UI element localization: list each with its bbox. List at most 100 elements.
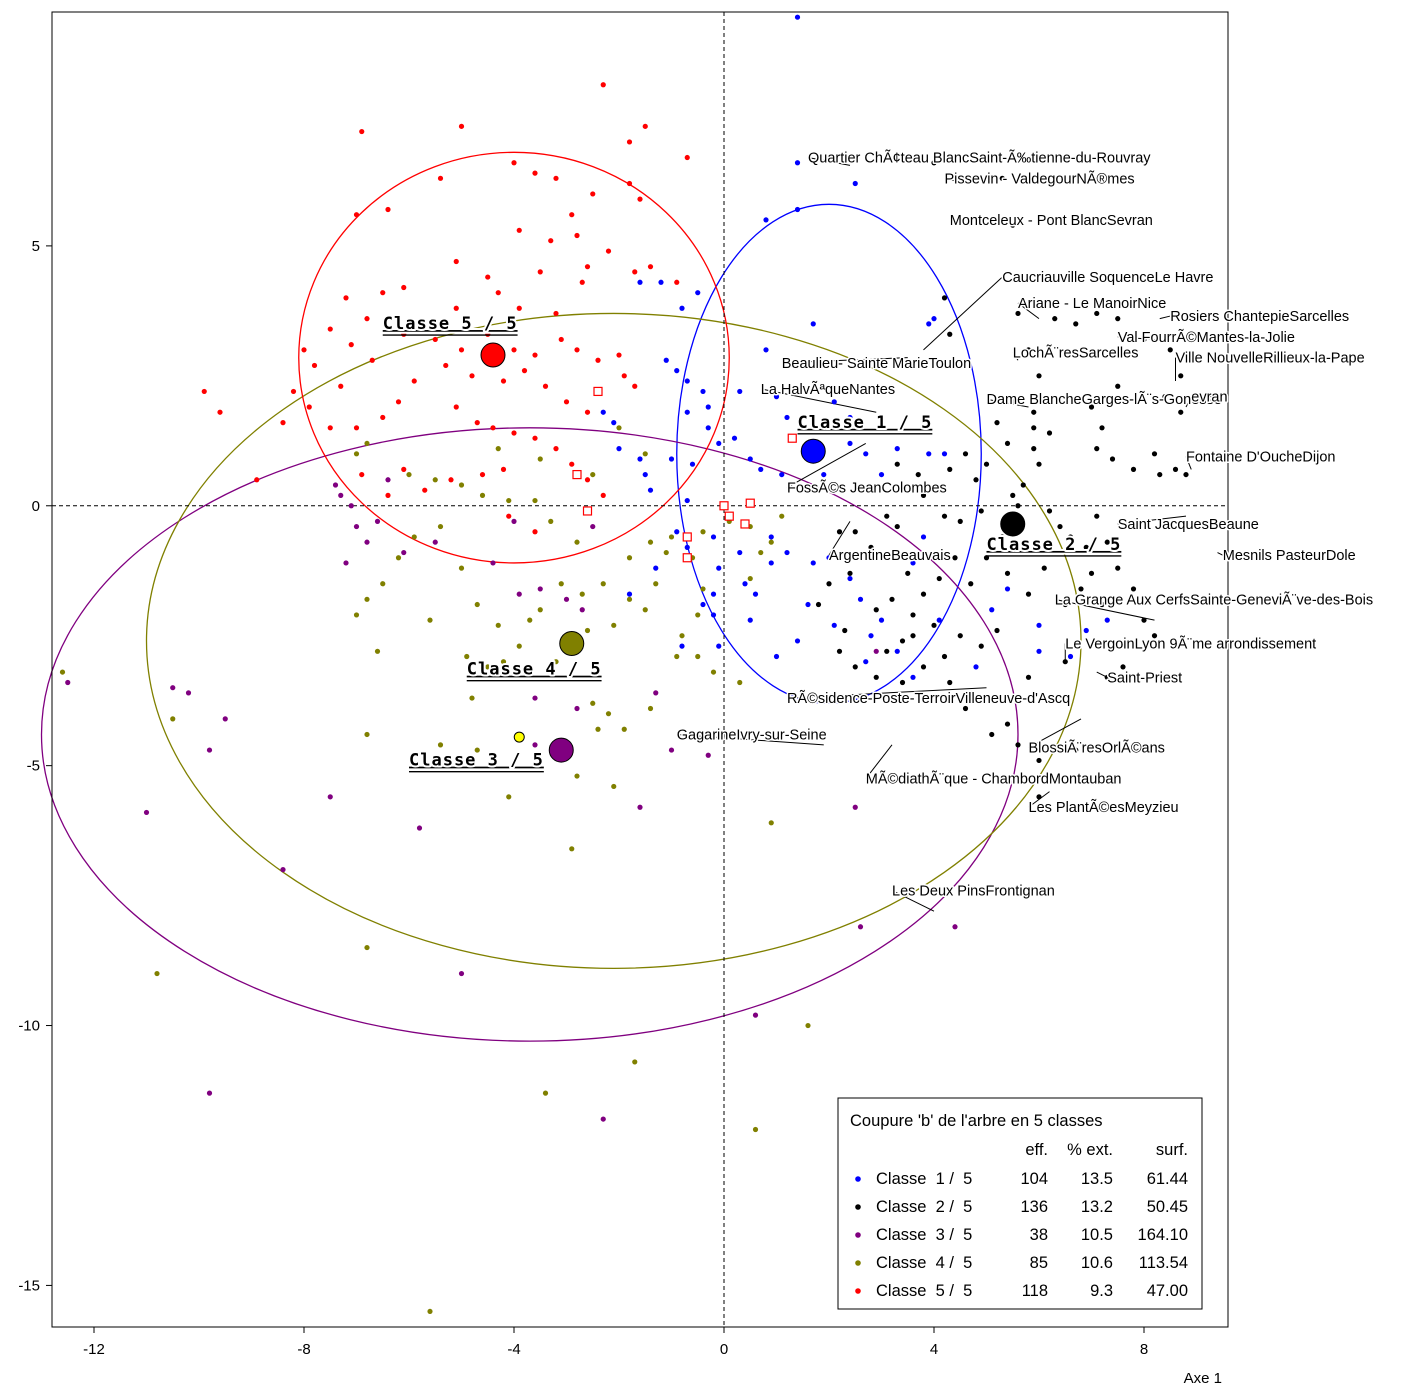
- data-point: [532, 497, 538, 504]
- data-point: [611, 783, 617, 790]
- data-point: [411, 378, 417, 384]
- data-point: [511, 347, 517, 353]
- data-point: [747, 617, 753, 623]
- data-point: [201, 388, 207, 395]
- data-point: [1178, 373, 1184, 379]
- data-point: [1162, 394, 1168, 400]
- annotation-label: Les PlantÃ©esMeyzieu: [1029, 799, 1179, 816]
- data-point: [616, 425, 622, 431]
- data-point: [574, 773, 580, 779]
- open-square-point: [593, 386, 603, 397]
- data-point: [863, 451, 869, 457]
- data-point: [905, 570, 911, 576]
- data-point: [899, 638, 906, 644]
- data-point: [516, 227, 522, 233]
- data-point: [1178, 409, 1184, 415]
- data-point: [637, 804, 643, 810]
- data-point: [532, 170, 538, 176]
- data-point: [1031, 425, 1037, 431]
- annotation-leader: [807, 157, 851, 166]
- data-point: [716, 440, 722, 447]
- data-point: [448, 477, 454, 483]
- data-point: [842, 627, 848, 634]
- legend-marker: [855, 1288, 861, 1294]
- data-point: [600, 1116, 606, 1122]
- data-point: [926, 321, 932, 327]
- data-point: [941, 451, 948, 457]
- legend-value: 13.5: [1081, 1170, 1113, 1188]
- data-point: [878, 471, 885, 478]
- data-point: [1115, 383, 1121, 389]
- data-point: [695, 612, 701, 618]
- data-point: [395, 399, 402, 405]
- x-tick-label: -8: [297, 1341, 310, 1358]
- data-point: [353, 425, 360, 431]
- data-point: [1083, 544, 1089, 550]
- annotation-leader: [786, 442, 866, 489]
- data-point: [1115, 316, 1121, 322]
- data-point: [626, 591, 633, 597]
- data-point: [569, 846, 575, 852]
- open-square-point: [682, 532, 692, 542]
- data-point: [863, 659, 869, 665]
- data-point: [716, 565, 722, 571]
- centroid-label: Classe 3 / 5: [409, 751, 544, 771]
- data-point: [1025, 591, 1032, 597]
- data-point: [989, 695, 995, 701]
- annotation-leader: [1017, 302, 1040, 320]
- annotation-leader: [949, 219, 971, 226]
- data-point: [705, 404, 711, 410]
- data-point: [590, 191, 596, 197]
- class-ellipse: [298, 151, 730, 564]
- data-point: [395, 555, 402, 561]
- data-point: [705, 752, 711, 758]
- data-point: [495, 446, 501, 452]
- data-point: [794, 206, 801, 213]
- data-point: [999, 534, 1005, 540]
- data-point: [374, 648, 381, 654]
- open-square-point: [719, 501, 729, 511]
- data-point: [1151, 451, 1158, 457]
- annotation-label: Fontaine D'OucheDijon: [1186, 449, 1335, 465]
- data-point: [994, 627, 1000, 634]
- data-point: [1010, 492, 1016, 498]
- centroid-label: Classe 1 / 5: [798, 413, 933, 433]
- data-point: [878, 617, 885, 623]
- data-point: [647, 487, 654, 493]
- data-point: [705, 425, 711, 431]
- data-point: [983, 461, 990, 467]
- data-point: [752, 1012, 759, 1018]
- data-point: [432, 539, 438, 545]
- data-point: [737, 679, 743, 686]
- x-tick-label: 0: [720, 1341, 728, 1358]
- data-point: [584, 627, 591, 634]
- annotation-leader: [1028, 718, 1082, 748]
- data-point: [931, 622, 937, 628]
- data-point: [327, 425, 333, 431]
- data-point: [689, 461, 696, 467]
- data-point: [548, 238, 554, 244]
- data-point: [626, 555, 633, 561]
- data-point: [495, 290, 501, 296]
- data-point: [873, 607, 879, 613]
- annotation-leader: [1217, 552, 1223, 556]
- data-point: [773, 653, 780, 660]
- annotation-label: MÃ©diathÃ¨que - ChambordMontauban: [866, 771, 1122, 788]
- data-point: [674, 529, 680, 535]
- data-point: [170, 716, 176, 722]
- data-point: [1078, 586, 1084, 592]
- data-point: [301, 347, 307, 353]
- data-point: [511, 430, 517, 436]
- class-centroid: [548, 737, 574, 763]
- data-point: [532, 742, 538, 748]
- data-point: [852, 804, 858, 810]
- data-point: [936, 575, 942, 582]
- data-point: [768, 560, 774, 566]
- data-point: [1031, 446, 1037, 452]
- data-point: [479, 471, 486, 478]
- data-point: [647, 705, 654, 712]
- y-tick-label: -10: [18, 1018, 40, 1035]
- legend-value: 164.10: [1138, 1226, 1188, 1244]
- open-square-point: [572, 469, 582, 480]
- annotation-leader: [760, 388, 877, 413]
